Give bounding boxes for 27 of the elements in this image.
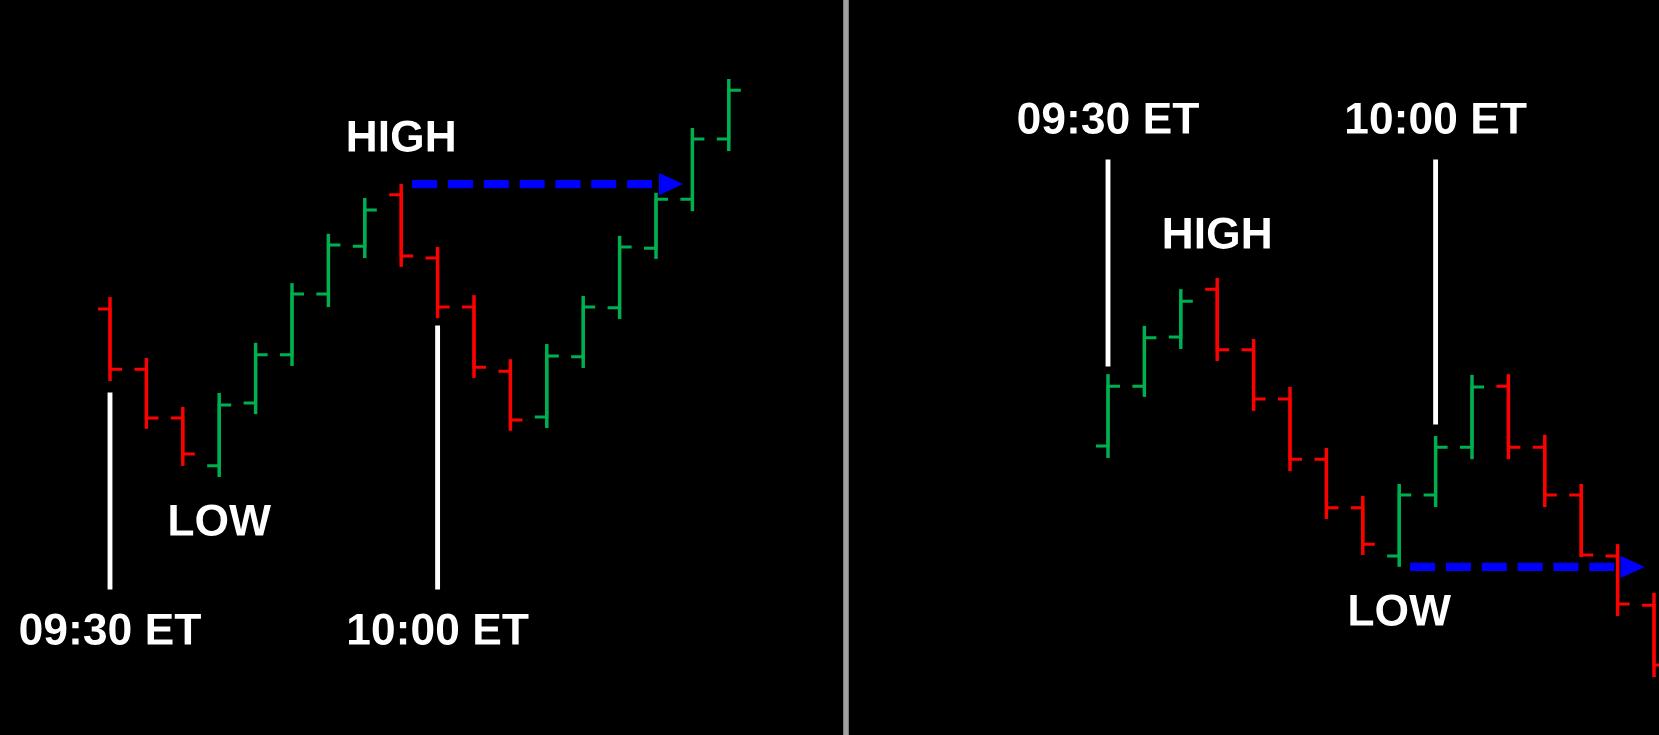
candlestick [1096,374,1120,458]
candlestick [98,297,122,383]
candlestick [644,192,668,259]
annotation: LOW [1350,594,1451,626]
candlestick [1205,278,1230,361]
text: 10:00 ET [349,613,529,645]
candlestick [170,405,195,466]
candlestick [1350,495,1375,555]
text: 09:30 ET [1018,102,1199,134]
text: LOW [170,504,271,536]
text: HIGH [1164,217,1270,249]
candlestick [1460,373,1484,460]
candlestick [571,294,596,368]
candlestick [280,283,304,366]
candlestick [462,295,486,378]
text: 09:30 ET [20,613,201,645]
candlestick [1387,482,1412,567]
candlestick [534,344,559,430]
candlestick [352,198,377,260]
candlestick [207,393,232,477]
candlestick [1168,289,1193,350]
candlestick [389,184,414,267]
annotation: HIGH [348,120,454,152]
text: 10:00 ET [1347,102,1527,134]
candlestick [1532,434,1557,508]
candlestick [1569,482,1594,557]
candlestick [716,79,741,153]
